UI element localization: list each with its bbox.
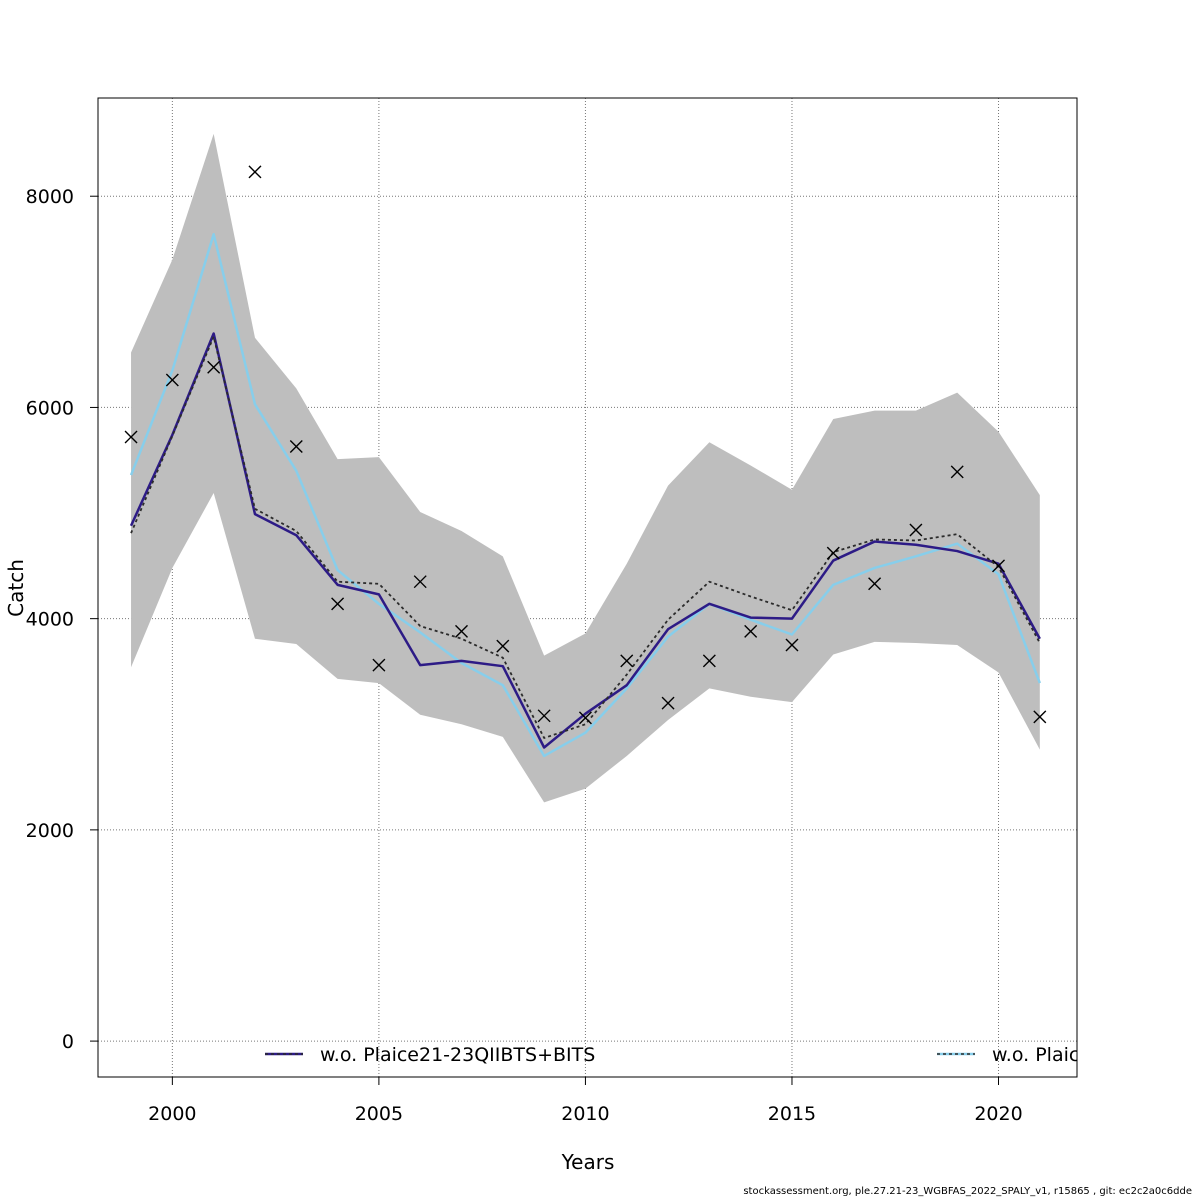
observation-point-2010 [578, 711, 592, 725]
plot-frame [97, 97, 1078, 1078]
series-line-3 [129, 232, 1041, 758]
y-tick-label-2000: 2000 [26, 820, 74, 842]
observation-point-2011 [620, 654, 634, 668]
observation-point-2015 [785, 638, 799, 652]
observation-point-2005 [372, 658, 386, 672]
observation-point-2019 [950, 465, 964, 479]
observation-point-2008 [496, 639, 510, 653]
series-line-2 [130, 335, 1041, 739]
observation-point-2016 [826, 546, 840, 560]
y-tick-label-4000: 4000 [26, 609, 74, 631]
observation-point-1999 [124, 430, 138, 444]
observation-point-2012 [661, 696, 675, 710]
observation-point-2009 [537, 709, 551, 723]
x-axis: 2000 2005 2010 2015 2020 [148, 1077, 1023, 1125]
observation-point-2004 [331, 597, 345, 611]
observation-point-2006 [413, 575, 427, 589]
observation-point-2007 [455, 624, 469, 638]
legend-label-series-1: w.o. Plaice21-23QIIBTS+BITS [320, 1044, 595, 1066]
footer-credit: stockassessment.org, ple.27.21-23_WGBFAS… [743, 1186, 1192, 1197]
observation-point-2003 [289, 440, 303, 454]
series-line-1 [129, 332, 1041, 749]
x-tick-label-2020: 2020 [974, 1103, 1022, 1125]
y-tick-label-0: 0 [62, 1031, 74, 1053]
x-tick-label-2015: 2015 [768, 1103, 816, 1125]
y-axis-title: Catch [4, 559, 28, 617]
observation-point-2017 [868, 577, 882, 591]
observation-point-2013 [702, 654, 716, 668]
observation-point-2002 [248, 165, 262, 179]
y-tick-label-8000: 8000 [26, 186, 74, 208]
observation-point-2000 [165, 373, 179, 387]
series-lines [129, 232, 1041, 758]
observation-point-2021 [1033, 710, 1047, 724]
observation-point-2014 [744, 624, 758, 638]
observation-point-2001 [207, 360, 221, 374]
legend-label-series-3: w.o. Plaic [992, 1044, 1079, 1066]
observation-point-2020 [992, 559, 1006, 573]
x-tick-label-2010: 2010 [561, 1103, 609, 1125]
x-axis-title: Years [561, 1150, 615, 1174]
legend: w.o. Plaice21-23QIIBTS+BITS w.o. Plaic [265, 1044, 1079, 1066]
observation-markers [124, 165, 1047, 725]
observation-point-2018 [909, 523, 923, 537]
y-tick-label-6000: 6000 [26, 397, 74, 419]
y-axis: 0 2000 4000 6000 8000 [26, 186, 98, 1053]
x-tick-label-2000: 2000 [148, 1103, 196, 1125]
confidence-band [131, 133, 1040, 803]
confidence-band-area [131, 133, 1040, 803]
x-tick-label-2005: 2005 [355, 1103, 403, 1125]
